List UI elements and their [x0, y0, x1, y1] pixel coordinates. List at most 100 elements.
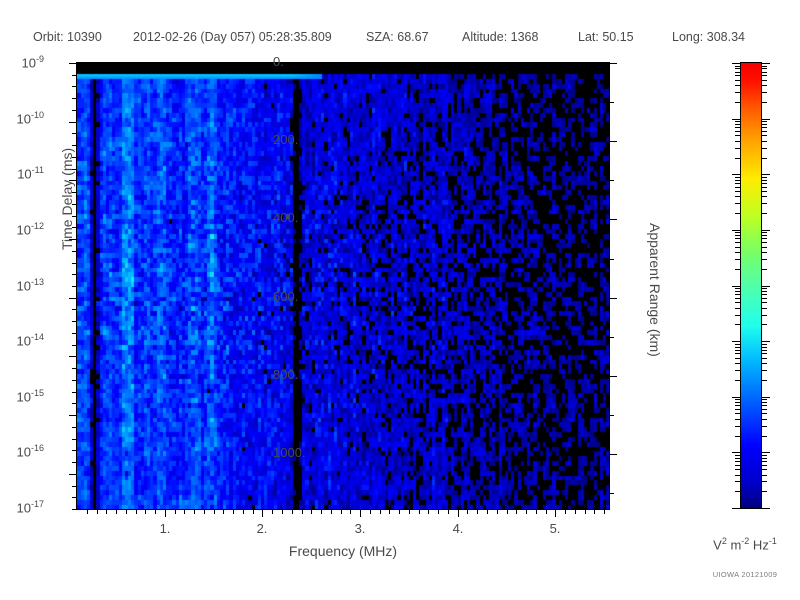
x-tick-minor-top: [487, 63, 488, 68]
colorbar-tick-minor: [762, 180, 767, 181]
colorbar-tick-minor: [735, 242, 740, 243]
colorbar-tick-minor: [762, 409, 767, 410]
x-tick-minor: [184, 509, 185, 514]
colorbar-tick-minor: [762, 235, 767, 236]
y-tick-minor: [72, 497, 77, 498]
colorbar-tick-major: [732, 452, 740, 453]
x-tick-minor: [321, 509, 322, 514]
colorbar-tick-minor: [762, 102, 767, 103]
x-tick-minor: [282, 509, 283, 514]
colorbar-tick-label: 10-14: [16, 332, 44, 349]
colorbar-tick-label: 10-16: [16, 443, 44, 460]
x-tick-minor-top: [136, 63, 137, 68]
colorbar-tick-minor: [735, 308, 740, 309]
y-tick-minor: [72, 309, 77, 310]
colorbar-tick-minor: [735, 121, 740, 122]
colorbar-tick-minor: [762, 402, 767, 403]
y-tick-minor: [72, 145, 77, 146]
colorbar-tick-label: 10-11: [17, 165, 44, 182]
colorbar-tick-minor: [735, 324, 740, 325]
y-tick-minor: [72, 333, 77, 334]
x-tick-label: 2.: [256, 521, 268, 536]
colorbar-tick-minor: [735, 124, 740, 125]
x-tick-minor-top: [350, 63, 351, 68]
x-tick-minor-top: [604, 63, 605, 68]
colorbar-tick-minor: [762, 461, 767, 462]
x-tick-minor-top: [516, 63, 517, 68]
y-tick-minor: [72, 98, 77, 99]
x-tick-minor: [419, 509, 420, 514]
colorbar-tick-minor: [735, 68, 740, 69]
x-tick-minor: [389, 509, 390, 514]
colorbar-tick-label: 10-12: [16, 221, 44, 238]
y-right-tick-major: [609, 219, 617, 220]
colorbar-tick-minor: [762, 252, 767, 253]
colorbar-tick-minor: [762, 259, 767, 260]
y-right-tick-major: [609, 63, 617, 64]
colorbar-tick-major: [732, 230, 740, 231]
x-tick-minor: [585, 509, 586, 514]
ionogram-plot-area: Time Delay (ms) Apparent Range (km) Freq…: [59, 54, 663, 559]
colorbar-tick-minor: [762, 358, 767, 359]
y-tick-minor: [72, 427, 77, 428]
colorbar-tick-minor: [735, 455, 740, 456]
colorbar-tick-minor: [735, 469, 740, 470]
colorbar-tick-minor: [762, 92, 767, 93]
x-tick-minor-top: [428, 63, 429, 68]
x-tick-minor-top: [331, 63, 332, 68]
x-tick-minor-top: [184, 63, 185, 68]
x-tick-minor-top: [223, 63, 224, 68]
header-lat: Lat: 50.15: [578, 30, 634, 44]
colorbar-tick-major: [762, 452, 770, 453]
colorbar-tick-minor: [735, 180, 740, 181]
colorbar-tick-minor: [762, 315, 767, 316]
colorbar-tick-minor: [762, 148, 767, 149]
colorbar-tick-minor: [762, 370, 767, 371]
x-tick-minor: [526, 509, 527, 514]
x-tick-minor-top: [419, 63, 420, 68]
x-tick-minor-top: [106, 63, 107, 68]
colorbar-tick-minor: [762, 72, 767, 73]
colorbar-tick-minor: [735, 238, 740, 239]
colorbar-tick-minor: [762, 213, 767, 214]
x-tick-minor-top: [145, 63, 146, 68]
colorbar-tick-minor: [762, 232, 767, 233]
colorbar-tick-major: [762, 63, 770, 64]
x-tick-label: 5.: [549, 521, 561, 536]
x-tick-minor: [272, 509, 273, 514]
x-tick-minor-top: [546, 63, 547, 68]
x-tick-minor-top: [341, 63, 342, 68]
colorbar-tick-minor: [762, 344, 767, 345]
colorbar-tick-major: [732, 508, 740, 509]
colorbar-tick-minor: [762, 247, 767, 248]
x-tick-minor-top: [380, 63, 381, 68]
x-tick-minor-top: [389, 63, 390, 68]
colorbar-tick-minor: [735, 344, 740, 345]
colorbar-tick-minor: [735, 315, 740, 316]
y-tick-minor: [72, 439, 77, 440]
x-tick-minor-top: [253, 63, 254, 68]
x-tick-minor-top: [243, 63, 244, 68]
credit-label: UIOWA 20121009: [712, 570, 778, 579]
colorbar-tick-major: [732, 63, 740, 64]
colorbar-tick-minor: [735, 177, 740, 178]
x-tick-minor: [223, 509, 224, 514]
y-tick-minor: [72, 192, 77, 193]
x-tick-minor: [106, 509, 107, 514]
colorbar-tick-minor: [762, 131, 767, 132]
x-tick-minor-top: [477, 63, 478, 68]
y-tick-minor: [72, 274, 77, 275]
y-right-tick-minor: [609, 102, 614, 103]
y-right-tick-major: [609, 376, 617, 377]
y-tick-minor: [72, 133, 77, 134]
x-tick-minor-top: [87, 63, 88, 68]
colorbar-tick-minor: [762, 75, 767, 76]
colorbar-tick-minor: [735, 75, 740, 76]
y-tick-minor: [72, 157, 77, 158]
x-tick-minor-top: [594, 63, 595, 68]
colorbar-tick-minor: [735, 232, 740, 233]
x-tick-label: 3.: [354, 521, 366, 536]
y-tick-minor: [72, 204, 77, 205]
colorbar-tick-minor: [762, 80, 767, 81]
y-right-tick-minor: [609, 259, 614, 260]
